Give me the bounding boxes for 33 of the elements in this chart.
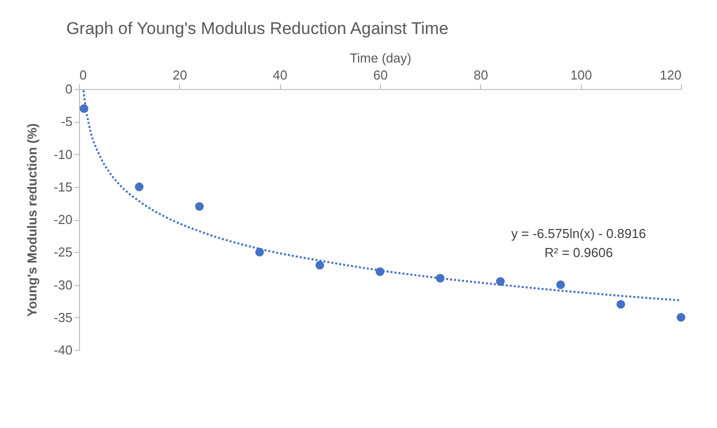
x-tick-label: 120 bbox=[660, 68, 682, 82]
y-tick-label: -30 bbox=[54, 277, 72, 292]
y-tick-label: 0 bbox=[65, 82, 72, 96]
y-tick-label: -35 bbox=[54, 310, 72, 325]
annotation: y = -6.575ln(x) - 0.8916 bbox=[511, 226, 646, 241]
x-tick-label: 40 bbox=[272, 68, 288, 82]
y-axis-title: Young's Modulus reduction (%) bbox=[24, 123, 40, 317]
point bbox=[376, 267, 384, 276]
chart-title: Graph of Young's Modulus Reduction Against Time bbox=[66, 19, 448, 38]
y-tick-label: -40 bbox=[54, 342, 72, 358]
x-axis-title: Time (day) bbox=[350, 50, 412, 66]
x-tick-label: 20 bbox=[172, 68, 188, 82]
x-tick-label: 60 bbox=[373, 68, 388, 82]
point bbox=[195, 202, 204, 211]
y-tick-label: -10 bbox=[54, 146, 72, 162]
point bbox=[676, 313, 686, 322]
point bbox=[556, 280, 565, 290]
point bbox=[496, 277, 505, 286]
x-tick-label: 100 bbox=[570, 68, 592, 82]
point bbox=[134, 182, 144, 192]
y-tick-label: -15 bbox=[54, 179, 72, 194]
y-tick-label: -20 bbox=[54, 212, 72, 227]
point bbox=[80, 104, 88, 113]
x-tick-label: 80 bbox=[474, 68, 488, 82]
y-tick-label: -25 bbox=[54, 244, 72, 260]
annotation: R² = 0.9606 bbox=[544, 244, 613, 260]
line-series bbox=[82, 89, 682, 302]
y-tick-label: -5 bbox=[60, 114, 72, 130]
point bbox=[315, 260, 324, 270]
point bbox=[616, 300, 626, 309]
point bbox=[255, 248, 264, 256]
x-tick-label: 0 bbox=[80, 68, 87, 82]
point bbox=[436, 274, 445, 283]
